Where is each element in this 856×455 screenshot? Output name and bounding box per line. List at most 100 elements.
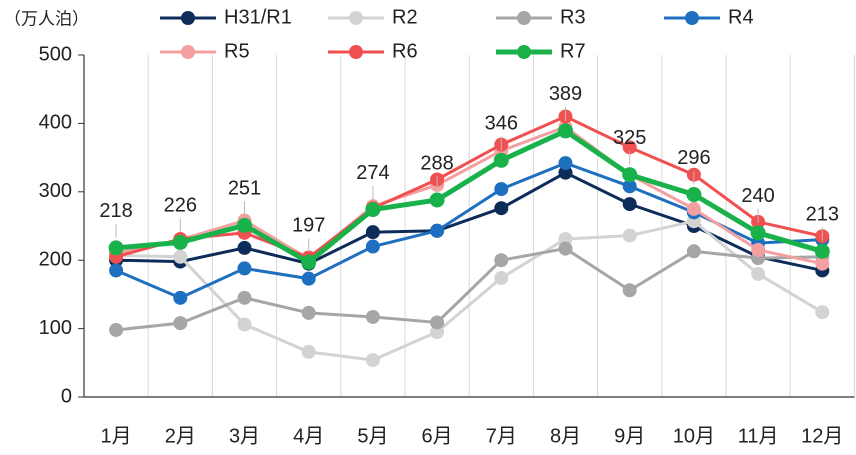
point xyxy=(815,256,830,271)
point xyxy=(558,241,573,256)
point xyxy=(365,239,380,254)
data-label: 218 xyxy=(99,200,132,222)
point xyxy=(622,228,637,243)
point xyxy=(173,316,188,331)
legend-marker xyxy=(685,11,699,25)
data-label: 197 xyxy=(292,215,325,237)
x-tick-label: 5月 xyxy=(357,425,388,447)
legend-label: R5 xyxy=(224,40,250,62)
point xyxy=(365,225,380,240)
point xyxy=(173,249,188,264)
legend-marker xyxy=(349,45,363,59)
legend-label: R3 xyxy=(560,6,586,28)
point xyxy=(686,201,701,216)
point xyxy=(494,270,509,285)
point xyxy=(558,156,573,171)
point xyxy=(109,322,124,337)
point xyxy=(237,317,252,332)
point xyxy=(622,167,638,183)
y-tick-label: 0 xyxy=(61,385,72,407)
series-line xyxy=(115,114,823,260)
point xyxy=(493,152,509,168)
legend-marker xyxy=(181,11,195,25)
point xyxy=(622,140,637,155)
point xyxy=(301,305,316,320)
x-tick-label: 4月 xyxy=(293,425,324,447)
point xyxy=(429,192,445,208)
point xyxy=(237,217,252,233)
point xyxy=(622,197,637,212)
point xyxy=(365,202,381,218)
point xyxy=(430,325,445,340)
legend-marker xyxy=(517,45,531,59)
point xyxy=(751,242,766,257)
point xyxy=(237,261,252,276)
point xyxy=(494,253,509,268)
point xyxy=(301,271,316,286)
series-line xyxy=(116,219,824,362)
x-tick-label: 10月 xyxy=(673,425,715,447)
point xyxy=(622,283,637,298)
y-tick-label: 400 xyxy=(39,112,72,134)
y-tick-label: 100 xyxy=(39,317,72,339)
point xyxy=(686,244,701,259)
point xyxy=(814,243,830,259)
x-tick-label: 9月 xyxy=(614,425,645,447)
point xyxy=(750,225,766,241)
point xyxy=(301,254,317,270)
legend-label: H31/R1 xyxy=(224,6,292,28)
point xyxy=(751,266,766,281)
point xyxy=(173,290,188,305)
data-label: 226 xyxy=(164,195,197,217)
y-axis-unit: （万人泊） xyxy=(4,9,89,28)
point xyxy=(301,344,316,359)
data-label: 389 xyxy=(549,83,582,105)
x-tick-label: 12月 xyxy=(801,425,843,447)
y-tick-label: 500 xyxy=(39,43,72,65)
series-line xyxy=(115,125,823,266)
legend-label: R2 xyxy=(392,6,418,28)
point xyxy=(108,240,124,256)
data-label: 346 xyxy=(485,113,518,135)
legend-label: R4 xyxy=(728,6,754,28)
legend-marker xyxy=(517,11,531,25)
legend-marker xyxy=(349,11,363,25)
point xyxy=(172,234,188,250)
data-label: 274 xyxy=(356,162,389,184)
data-label: 213 xyxy=(806,204,839,226)
data-label: 325 xyxy=(613,127,646,149)
x-tick-label: 8月 xyxy=(550,425,581,447)
legend-marker xyxy=(181,45,195,59)
series-line xyxy=(115,246,823,332)
point xyxy=(365,309,380,324)
point xyxy=(237,290,252,305)
x-tick-label: 6月 xyxy=(422,425,453,447)
data-label: 240 xyxy=(741,185,774,207)
y-tick-label: 300 xyxy=(39,180,72,202)
legend-label: R7 xyxy=(560,40,586,62)
x-tick-label: 11月 xyxy=(738,425,779,447)
point xyxy=(430,223,445,238)
point xyxy=(558,165,573,180)
point xyxy=(109,263,124,278)
x-tick-label: 2月 xyxy=(165,425,196,447)
point xyxy=(494,182,509,197)
series-line xyxy=(115,128,823,266)
y-tick-label: 200 xyxy=(39,248,72,270)
data-label: 288 xyxy=(420,152,453,174)
x-tick-label: 7月 xyxy=(486,425,517,447)
point xyxy=(494,201,509,216)
point xyxy=(365,353,380,368)
x-tick-label: 3月 xyxy=(229,425,260,447)
point xyxy=(622,179,637,194)
point xyxy=(430,315,445,330)
data-label: 296 xyxy=(677,147,710,169)
legend-label: R6 xyxy=(392,40,418,62)
point xyxy=(815,305,830,320)
point xyxy=(558,231,573,246)
point xyxy=(558,123,573,139)
point xyxy=(237,240,252,255)
data-label: 251 xyxy=(228,178,261,200)
x-tick-label: 1月 xyxy=(101,425,132,447)
